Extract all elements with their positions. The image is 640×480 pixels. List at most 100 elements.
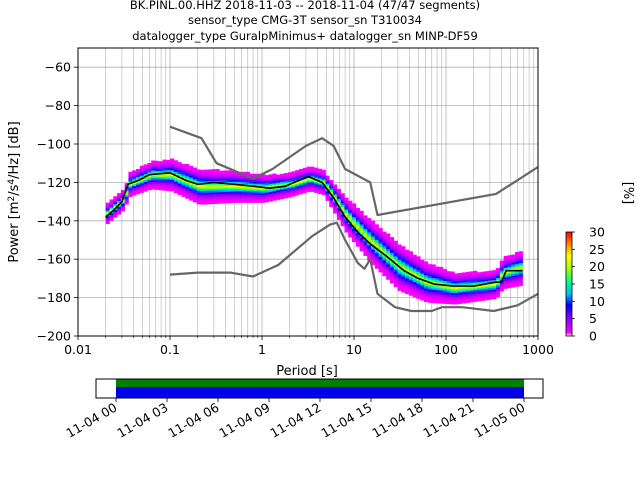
density-cell [352,237,357,241]
density-cell [416,289,421,292]
density-cell [189,190,194,193]
density-cell [204,188,209,191]
density-cell [333,184,338,187]
density-cell [412,258,417,261]
density-cell [461,293,467,296]
density-cell [105,208,110,211]
density-cell [355,234,360,238]
density-cell [389,267,395,271]
density-cell [393,244,398,247]
density-cell [397,263,402,266]
density-cell [117,204,122,207]
density-cell [386,239,391,242]
density-cell [317,182,323,185]
density-cell [253,194,258,198]
density-cell [469,298,474,301]
density-cell [370,226,376,229]
density-cell [181,169,186,172]
density-cell [211,197,216,201]
density-cell [443,278,448,281]
density-cell [518,280,523,283]
density-cell [321,192,326,196]
density-cell [446,294,451,297]
density-cell [257,192,262,196]
density-cell [458,282,463,285]
density-cell [189,183,194,186]
density-cell [393,259,398,263]
density-cell [424,282,429,285]
density-cell [264,180,269,184]
density-cell [507,264,512,268]
density-cell [420,273,425,276]
density-cell [469,280,474,284]
density-cell [408,266,413,269]
density-cell [109,201,114,204]
density-cell [230,198,235,202]
density-cell [382,233,387,236]
density-cell [132,183,137,187]
density-cell [238,194,243,198]
density-cell [204,173,209,176]
density-cell [242,198,247,201]
density-cell [211,171,216,174]
density-cell [424,284,429,287]
density-cell [507,276,512,279]
density-cell [105,219,110,223]
density-cell [450,298,455,301]
density-cell [298,176,304,179]
density-cell [253,173,258,176]
density-cell [200,181,205,184]
density-cell [302,185,307,188]
density-cell [196,202,201,205]
density-cell [480,298,485,301]
density-cell [302,190,307,194]
density-cell [499,287,504,290]
density-cell [336,188,341,192]
density-cell [427,298,432,301]
density-cell [352,212,357,216]
density-cell [295,177,300,181]
density-cell [336,202,341,205]
density-cell [264,200,269,203]
density-cell [204,186,209,190]
density-cell [185,183,190,186]
density-cell [333,209,338,212]
density-cell [435,295,440,298]
density-cell [374,224,379,227]
density-cell [405,268,410,272]
density-cell [446,271,451,274]
density-cell [287,193,292,196]
density-cell [424,267,429,270]
density-cell [132,170,137,173]
density-cell [424,272,429,276]
density-cell [124,198,129,201]
density-cell [173,164,179,167]
density-cell [499,268,504,271]
density-cell [499,285,504,288]
density-cell [484,273,489,276]
density-cell [477,274,482,277]
density-cell [386,267,391,271]
density-cell [268,191,273,194]
density-cell [162,161,167,164]
density-cell [196,169,201,172]
density-cell [268,185,273,189]
density-cell [443,274,448,278]
density-cell [408,289,413,292]
density-cell [117,195,122,198]
density-cell [465,279,470,282]
density-cell [230,189,235,192]
density-cell [518,268,523,271]
density-cell [321,169,326,173]
density-cell [507,255,512,258]
density-cell [211,188,216,191]
density-cell [389,271,395,274]
density-cell [105,216,110,219]
density-cell [181,183,186,186]
density-cell [499,262,504,265]
density-cell [276,197,281,200]
density-cell [446,296,451,299]
density-cell [268,187,273,190]
density-cell [211,174,216,178]
density-cell [480,275,485,278]
